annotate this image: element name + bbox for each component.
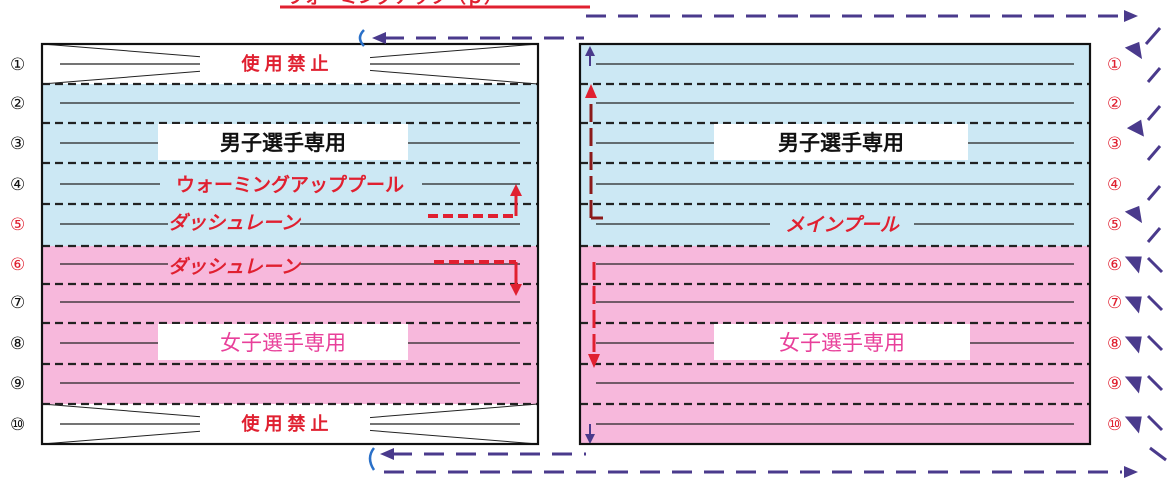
left-lane-number: ⑦	[10, 293, 25, 313]
left-women-label-box	[158, 324, 408, 360]
right-lane-dividers	[580, 82, 1090, 406]
left-men-label: 男子選手専用	[220, 131, 346, 155]
left-closed-bottom-label-bg	[200, 412, 370, 436]
left-lane-number: ⑩	[10, 415, 25, 435]
right-men-flow-arrow	[585, 84, 603, 220]
right-women-label-box	[714, 324, 970, 360]
left-lane-number: ⑧	[10, 334, 25, 354]
left-dash-lane-upper: ダッシュレーン	[168, 212, 302, 234]
left-lane-number: ③	[10, 134, 25, 154]
right-main-label: メインプール	[785, 214, 899, 236]
right-lane-number: ⑩	[1107, 415, 1122, 435]
right-lane-number: ⑦	[1107, 293, 1122, 313]
right-lane-number: ①	[1107, 55, 1122, 75]
left-dash-lane-lower: ダッシュレーン	[168, 256, 302, 278]
right-lane-numbers: ① ② ③ ④ ⑤ ⑥ ⑦ ⑧ ⑨ ⑩	[1107, 55, 1122, 435]
left-lane-number: ⑤	[10, 215, 25, 235]
left-closed-top-label-bg	[200, 52, 370, 76]
right-pool-border	[578, 42, 1092, 446]
right-lane-number: ⑥	[1107, 255, 1122, 275]
left-pool: 使 用 禁 止 使 用 禁 止 男子選手専用 ウォーミングアッププール ダッシュ…	[40, 42, 540, 446]
left-men-label-box	[158, 124, 408, 160]
dash-lane-down-arrow	[434, 260, 522, 296]
right-pool: 男子選手専用 メインプール 女子選手専用	[578, 42, 1092, 446]
right-lane-lines	[596, 63, 1074, 425]
right-bottom-small-arrow	[585, 424, 595, 444]
right-men-label: 男子選手専用	[778, 131, 904, 155]
right-top-small-arrow	[585, 46, 595, 66]
right-main-label-bg	[770, 212, 914, 236]
left-lane-dividers	[42, 82, 538, 406]
left-warmup-label-bg	[160, 172, 422, 196]
left-lane-number: ②	[10, 94, 25, 114]
left-closed-bottom-label: 使 用 禁 止	[240, 413, 328, 434]
right-women-flow-arrow	[588, 262, 600, 368]
right-women-label: 女子選手専用	[779, 332, 905, 355]
left-dash-upper-bg	[168, 210, 300, 234]
right-lane-number: ④	[1107, 175, 1122, 195]
right-lane-number: ②	[1107, 94, 1122, 114]
left-women-label: 女子選手専用	[220, 332, 346, 355]
right-lane-number: ⑧	[1107, 334, 1122, 354]
left-lane-number: ④	[10, 175, 25, 195]
bottom-flow-arrow	[368, 447, 1138, 478]
right-lane-number: ⑨	[1107, 374, 1122, 394]
left-lane-number: ⑨	[10, 374, 25, 394]
right-lane-number: ⑤	[1107, 215, 1122, 235]
right-men-label-box	[714, 124, 968, 160]
left-lane-number: ①	[10, 55, 25, 75]
left-dash-lower-bg	[168, 254, 300, 278]
top-heading: ウォーミングアップ（ｐ）	[286, 0, 502, 8]
top-flow-arrow	[358, 10, 1138, 47]
left-lane-number: ⑥	[10, 255, 25, 275]
dash-lane-up-arrow	[428, 184, 522, 218]
left-pool-border	[40, 42, 540, 446]
left-closed-top-label: 使 用 禁 止	[240, 53, 328, 74]
right-lane-number: ③	[1107, 134, 1122, 154]
left-lane-numbers: ① ② ③ ④ ⑤ ⑥ ⑦ ⑧ ⑨ ⑩	[10, 55, 25, 435]
right-side-diagonal-arrows	[1124, 27, 1167, 462]
left-warmup-label: ウォーミングアッププール	[176, 173, 404, 196]
